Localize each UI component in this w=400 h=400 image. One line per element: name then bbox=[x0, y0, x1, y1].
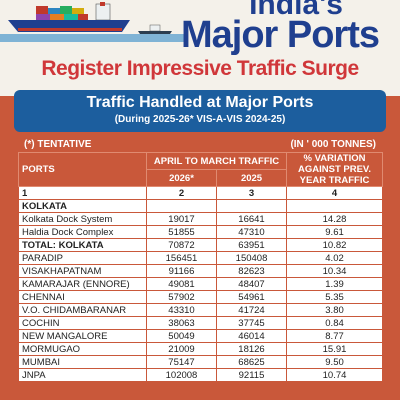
port-cell: Kolkata Dock System bbox=[18, 212, 147, 226]
port-cell: V.O. CHIDAMBARANAR bbox=[18, 303, 147, 317]
port-cell: Haldia Dock Complex bbox=[18, 225, 147, 239]
page-title: Major Ports bbox=[180, 14, 380, 56]
value-2025-cell: 37745 bbox=[215, 316, 288, 330]
index-cell: 4 bbox=[286, 186, 384, 200]
value-2025-cell: 63951 bbox=[215, 238, 288, 252]
variation-cell: 0.84 bbox=[286, 316, 384, 330]
table-row: KAMARAJAR (ENNORE) 49081 48407 1.39 bbox=[18, 277, 384, 291]
table-row: NEW MANGALORE 50049 46014 8.77 bbox=[18, 329, 384, 343]
variation-cell: 1.39 bbox=[286, 277, 384, 291]
value-2026-cell: 21009 bbox=[146, 342, 217, 356]
table-subheader-row: 2026* 2025 bbox=[19, 169, 383, 187]
table-row: PARADIP 156451 150408 4.02 bbox=[18, 251, 384, 265]
water-strip bbox=[0, 34, 185, 42]
table-row: VISAKHAPATNAM 91166 82623 10.34 bbox=[18, 264, 384, 278]
value-2025-cell bbox=[215, 199, 288, 213]
header-2025: 2025 bbox=[215, 169, 288, 187]
table-header-row: PORTS APRIL TO MARCH TRAFFIC % VARIATION… bbox=[18, 152, 384, 187]
header-period: APRIL TO MARCH TRAFFIC bbox=[145, 152, 288, 170]
value-2025-cell: 41724 bbox=[215, 303, 288, 317]
table-row: KOLKATA bbox=[18, 199, 384, 213]
table-row: COCHIN 38063 37745 0.84 bbox=[18, 316, 384, 330]
port-cell: MUMBAI bbox=[18, 355, 147, 369]
table-row: V.O. CHIDAMBARANAR 43310 41724 3.80 bbox=[18, 303, 384, 317]
variation-cell: 9.61 bbox=[286, 225, 384, 239]
value-2026-cell: 102008 bbox=[146, 368, 217, 382]
variation-cell: 10.34 bbox=[286, 264, 384, 278]
value-2026-cell: 57902 bbox=[146, 290, 217, 304]
cargo-ship-icon bbox=[8, 2, 130, 32]
port-cell: MORMUGAO bbox=[18, 342, 147, 356]
table-row: Kolkata Dock System 19017 16641 14.28 bbox=[18, 212, 384, 226]
value-2026-cell: 156451 bbox=[146, 251, 217, 265]
tentative-note: (*) TENTATIVE bbox=[24, 139, 92, 150]
unit-note: (IN ' 000 TONNES) bbox=[290, 139, 376, 150]
variation-cell: 9.50 bbox=[286, 355, 384, 369]
index-cell: 1 bbox=[18, 186, 147, 200]
value-2026-cell: 91166 bbox=[146, 264, 217, 278]
header-area: India's Major Ports Register Impressive … bbox=[0, 0, 400, 96]
value-2025-cell: 150408 bbox=[215, 251, 288, 265]
value-2026-cell: 49081 bbox=[146, 277, 217, 291]
table-row: CHENNAI 57902 54961 5.35 bbox=[18, 290, 384, 304]
value-2026-cell: 70872 bbox=[146, 238, 217, 252]
value-2026-cell: 19017 bbox=[146, 212, 217, 226]
variation-cell: 14.28 bbox=[286, 212, 384, 226]
value-2026-cell: 38063 bbox=[146, 316, 217, 330]
value-2025-cell: 18126 bbox=[215, 342, 288, 356]
value-2025-cell: 92115 bbox=[215, 368, 288, 382]
table-row: JNPA 102008 92115 10.74 bbox=[18, 368, 384, 382]
header-ports: PORTS bbox=[18, 152, 147, 187]
table-banner: Traffic Handled at Major Ports (During 2… bbox=[14, 90, 386, 132]
value-2026-cell bbox=[146, 199, 217, 213]
page-subtitle: Register Impressive Traffic Surge bbox=[41, 57, 359, 80]
port-cell: VISAKHAPATNAM bbox=[18, 264, 147, 278]
port-cell: JNPA bbox=[18, 368, 147, 382]
port-cell: NEW MANGALORE bbox=[18, 329, 147, 343]
variation-cell: 5.35 bbox=[286, 290, 384, 304]
header-2026: 2026* bbox=[146, 169, 217, 187]
port-cell: COCHIN bbox=[18, 316, 147, 330]
variation-cell: 15.91 bbox=[286, 342, 384, 356]
traffic-table: PORTS APRIL TO MARCH TRAFFIC % VARIATION… bbox=[18, 152, 384, 382]
port-cell: PARADIP bbox=[18, 251, 147, 265]
variation-cell: 4.02 bbox=[286, 251, 384, 265]
variation-cell: 3.80 bbox=[286, 303, 384, 317]
table-row: Haldia Dock Complex 51855 47310 9.61 bbox=[18, 225, 384, 239]
variation-cell bbox=[286, 199, 384, 213]
index-cell: 3 bbox=[215, 186, 288, 200]
value-2025-cell: 54961 bbox=[215, 290, 288, 304]
table-row: MUMBAI 75147 68625 9.50 bbox=[18, 355, 384, 369]
value-2025-cell: 47310 bbox=[215, 225, 288, 239]
table-index-row: 1 2 3 4 bbox=[18, 186, 384, 200]
index-cell: 2 bbox=[146, 186, 217, 200]
banner-subtitle: (During 2025-26* VIS-A-VIS 2024-25) bbox=[114, 114, 286, 125]
value-2025-cell: 82623 bbox=[215, 264, 288, 278]
value-2026-cell: 75147 bbox=[146, 355, 217, 369]
value-2026-cell: 51855 bbox=[146, 225, 217, 239]
title-top: India's bbox=[249, 0, 343, 21]
value-2026-cell: 50049 bbox=[146, 329, 217, 343]
header-variation: % VARIATION AGAINST PREV. YEAR TRAFFIC bbox=[286, 152, 384, 187]
value-2025-cell: 16641 bbox=[215, 212, 288, 226]
variation-cell: 10.74 bbox=[286, 368, 384, 382]
value-2025-cell: 68625 bbox=[215, 355, 288, 369]
port-cell: TOTAL: KOLKATA bbox=[18, 238, 147, 252]
variation-cell: 8.77 bbox=[286, 329, 384, 343]
variation-cell: 10.82 bbox=[286, 238, 384, 252]
port-cell: CHENNAI bbox=[18, 290, 147, 304]
banner-title: Traffic Handled at Major Ports bbox=[86, 94, 314, 111]
port-cell: KOLKATA bbox=[18, 199, 147, 213]
value-2025-cell: 46014 bbox=[215, 329, 288, 343]
table-row: TOTAL: KOLKATA 70872 63951 10.82 bbox=[18, 238, 384, 252]
value-2025-cell: 48407 bbox=[215, 277, 288, 291]
value-2026-cell: 43310 bbox=[146, 303, 217, 317]
port-cell: KAMARAJAR (ENNORE) bbox=[18, 277, 147, 291]
table-row: MORMUGAO 21009 18126 15.91 bbox=[18, 342, 384, 356]
